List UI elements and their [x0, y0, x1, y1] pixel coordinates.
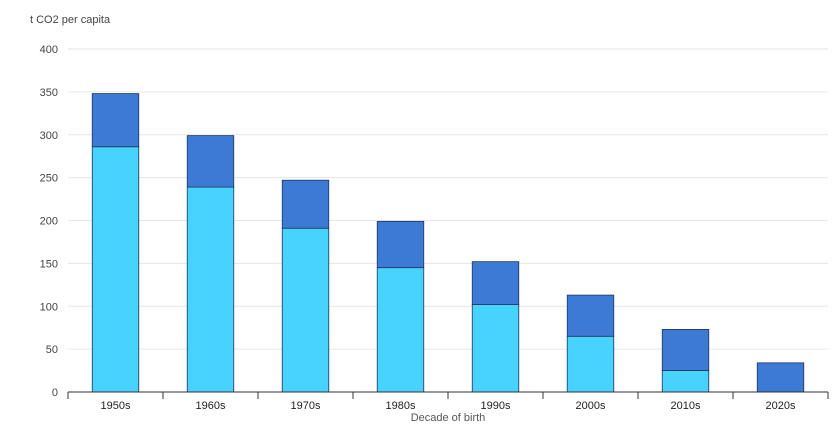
x-tick-label: 1990s — [481, 400, 511, 412]
bar-segment-lower — [91, 146, 140, 393]
x-tick-label: 2000s — [576, 400, 606, 412]
bar-segment-upper — [186, 135, 235, 188]
y-tick-label: 200 — [40, 216, 58, 228]
bar-segment-upper — [566, 294, 615, 337]
bar-segment-upper — [661, 329, 710, 371]
y-tick-label: 150 — [40, 258, 58, 270]
bar-segment-upper — [756, 362, 805, 393]
y-tick-label: 100 — [40, 301, 58, 313]
y-tick-label: 50 — [46, 344, 58, 356]
x-tick-label: 1950s — [101, 400, 131, 412]
bar-segment-upper — [471, 261, 520, 305]
y-tick-label: 0 — [52, 387, 58, 399]
bar-segment-lower — [376, 267, 425, 393]
x-axis-label: Decade of birth — [411, 412, 486, 424]
x-tick-label: 2020s — [766, 400, 796, 412]
bar-segment-upper — [281, 179, 330, 229]
bar-segment-lower — [186, 186, 235, 393]
y-tick-label: 350 — [40, 87, 58, 99]
bar-segment-lower — [661, 370, 710, 393]
y-tick-label: 250 — [40, 173, 58, 185]
y-tick-label: 400 — [40, 44, 58, 56]
x-tick-label: 1970s — [291, 400, 321, 412]
bar-segment-lower — [281, 227, 330, 393]
x-tick-label: 1980s — [386, 400, 416, 412]
y-tick-label: 300 — [40, 130, 58, 142]
x-tick-label: 1960s — [196, 400, 226, 412]
bar-segment-lower — [471, 304, 520, 393]
y-axis-label: t CO2 per capita — [30, 14, 111, 26]
bar-segment-upper — [91, 93, 140, 148]
bar-segment-lower — [566, 335, 615, 393]
x-tick-label: 2010s — [671, 400, 701, 412]
bar-segment-upper — [376, 220, 425, 269]
